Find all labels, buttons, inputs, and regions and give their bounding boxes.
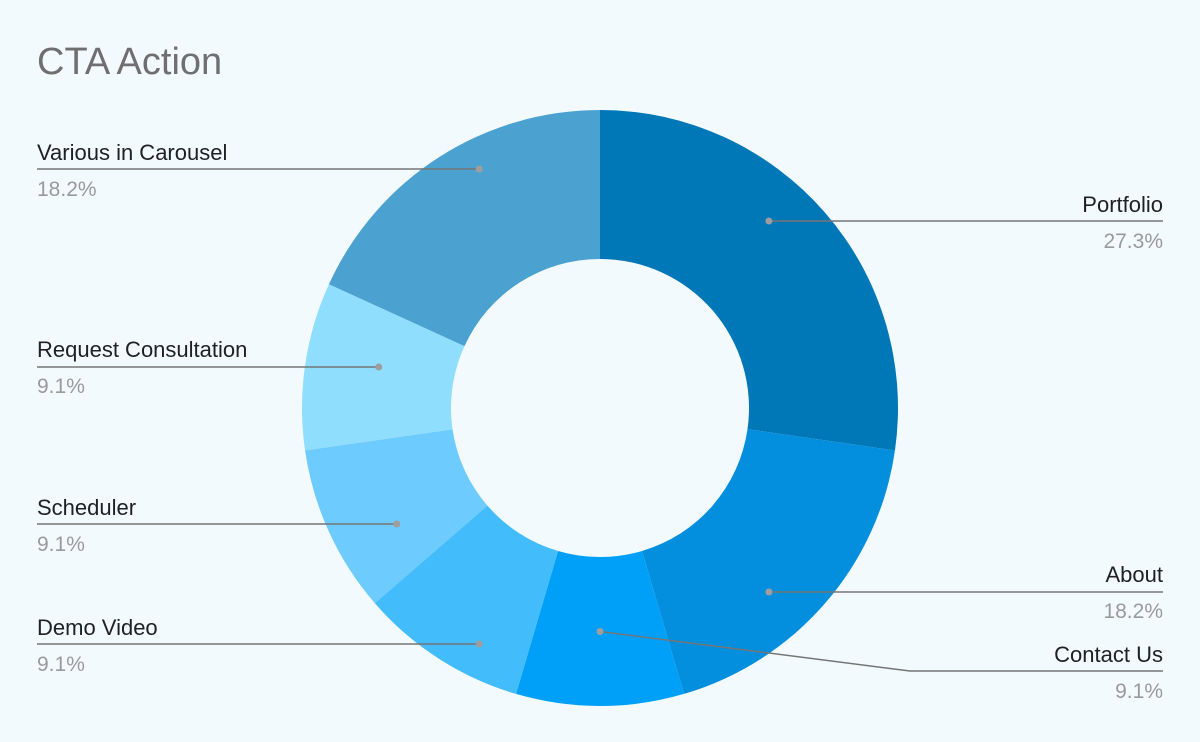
slice-request-consultation[interactable]: [302, 284, 465, 451]
leader-dot-portfolio: [765, 217, 773, 225]
chart-title: CTA Action: [37, 41, 222, 83]
slice-label-request-consultation: Request Consultation: [37, 337, 247, 362]
slice-value-request-consultation: 9.1%: [37, 375, 85, 398]
slice-about[interactable]: [641, 429, 895, 694]
leader-line-contact-us: [599, 630, 1163, 672]
slice-value-various-in-carousel: 18.2%: [37, 178, 97, 201]
leader-dot-request-consultation: [375, 363, 383, 371]
slice-various-in-carousel[interactable]: [328, 110, 600, 347]
slice-label-about: About: [1106, 562, 1164, 587]
leader-dot-contact-us: [596, 628, 604, 635]
slice-label-demo-video: Demo Video: [37, 615, 158, 640]
slice-label-portfolio: Portfolio: [1082, 192, 1163, 217]
labels-group: Portfolio 27.3% About 18.2% Contact Us 9.1% De…: [37, 140, 1163, 703]
slice-label-various-in-carousel: Various in Carousel: [37, 140, 227, 165]
slice-value-contact-us: 9.1%: [1115, 680, 1163, 703]
slices-group: [302, 110, 898, 707]
slice-demo-video[interactable]: [374, 505, 559, 694]
slice-value-about: 18.2%: [1103, 600, 1163, 623]
slice-label-contact-us: Contact Us: [1054, 642, 1163, 667]
leader-dot-demo-video: [475, 640, 483, 648]
slice-scheduler[interactable]: [305, 429, 488, 604]
leader-dot-various-in-carousel: [475, 165, 483, 173]
leader-dot-scheduler: [393, 520, 401, 528]
leader-dot-about: [765, 588, 773, 596]
slice-value-demo-video: 9.1%: [37, 653, 85, 676]
slice-portfolio[interactable]: [600, 110, 898, 451]
slice-label-scheduler: Scheduler: [37, 495, 136, 520]
slice-value-portfolio: 27.3%: [1103, 230, 1163, 253]
slice-value-scheduler: 9.1%: [37, 533, 85, 556]
